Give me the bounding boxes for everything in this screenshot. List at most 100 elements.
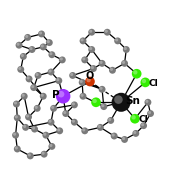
Circle shape — [35, 73, 39, 76]
Circle shape — [133, 131, 136, 134]
Circle shape — [130, 114, 140, 124]
Circle shape — [111, 132, 118, 139]
Circle shape — [140, 122, 147, 129]
Circle shape — [49, 144, 52, 147]
Circle shape — [15, 115, 18, 119]
Circle shape — [144, 99, 151, 106]
Circle shape — [15, 146, 18, 149]
Circle shape — [13, 133, 16, 136]
Circle shape — [57, 128, 60, 131]
Circle shape — [141, 123, 144, 126]
Circle shape — [56, 127, 63, 134]
Circle shape — [43, 133, 46, 136]
Circle shape — [99, 60, 106, 67]
Circle shape — [62, 110, 69, 117]
Circle shape — [81, 127, 88, 134]
Circle shape — [30, 84, 37, 91]
Circle shape — [56, 78, 59, 81]
Circle shape — [50, 105, 57, 112]
Circle shape — [88, 46, 95, 53]
Circle shape — [80, 38, 84, 41]
Circle shape — [32, 127, 35, 130]
Circle shape — [122, 137, 125, 140]
Circle shape — [131, 115, 136, 120]
Circle shape — [48, 119, 54, 126]
Circle shape — [21, 54, 24, 57]
Circle shape — [35, 106, 38, 109]
Circle shape — [72, 120, 75, 123]
Circle shape — [29, 46, 35, 53]
Circle shape — [112, 133, 115, 137]
Circle shape — [58, 91, 64, 98]
Circle shape — [114, 95, 123, 104]
Circle shape — [63, 111, 66, 114]
Text: Cl: Cl — [149, 79, 158, 88]
Circle shape — [20, 53, 27, 60]
Circle shape — [104, 29, 111, 36]
Circle shape — [46, 39, 53, 46]
Circle shape — [80, 37, 86, 44]
Text: O: O — [86, 71, 94, 81]
Circle shape — [48, 51, 55, 58]
Circle shape — [70, 73, 73, 76]
Circle shape — [40, 93, 47, 100]
Circle shape — [100, 103, 107, 110]
Circle shape — [98, 125, 101, 128]
Circle shape — [31, 126, 38, 132]
Circle shape — [42, 132, 49, 139]
Circle shape — [86, 78, 91, 82]
Circle shape — [48, 143, 55, 150]
Circle shape — [41, 94, 44, 97]
Circle shape — [25, 114, 32, 120]
Circle shape — [26, 115, 29, 118]
Circle shape — [89, 47, 92, 50]
Circle shape — [14, 101, 17, 105]
Circle shape — [47, 40, 50, 43]
Circle shape — [101, 104, 104, 107]
Circle shape — [59, 57, 66, 63]
Circle shape — [28, 153, 31, 156]
Circle shape — [49, 52, 52, 55]
Circle shape — [132, 130, 139, 137]
Circle shape — [55, 77, 62, 84]
Circle shape — [71, 101, 78, 108]
Circle shape — [22, 124, 29, 131]
Circle shape — [56, 89, 70, 104]
Circle shape — [42, 152, 45, 155]
Circle shape — [85, 77, 95, 86]
Circle shape — [112, 93, 131, 112]
Circle shape — [121, 60, 128, 67]
Circle shape — [89, 30, 92, 33]
Circle shape — [79, 79, 86, 86]
Circle shape — [21, 93, 28, 100]
Circle shape — [29, 47, 33, 50]
Circle shape — [82, 128, 85, 131]
Circle shape — [123, 46, 130, 53]
Circle shape — [105, 30, 108, 33]
Circle shape — [124, 47, 127, 50]
Circle shape — [12, 132, 19, 139]
Circle shape — [142, 79, 146, 83]
Circle shape — [99, 61, 103, 64]
Circle shape — [16, 42, 22, 49]
Circle shape — [114, 37, 121, 44]
Circle shape — [93, 99, 97, 103]
Circle shape — [41, 44, 44, 47]
Circle shape — [115, 38, 118, 41]
Circle shape — [88, 29, 95, 36]
Circle shape — [121, 136, 128, 143]
Circle shape — [71, 119, 78, 126]
Circle shape — [35, 72, 42, 79]
Circle shape — [80, 80, 83, 83]
Circle shape — [60, 57, 63, 60]
Circle shape — [133, 70, 138, 75]
Circle shape — [91, 98, 101, 107]
Circle shape — [110, 68, 113, 71]
Circle shape — [27, 153, 34, 159]
Circle shape — [26, 75, 33, 82]
Circle shape — [16, 43, 20, 46]
Circle shape — [48, 120, 52, 123]
Circle shape — [39, 31, 42, 35]
Circle shape — [17, 66, 24, 73]
Circle shape — [34, 105, 41, 112]
